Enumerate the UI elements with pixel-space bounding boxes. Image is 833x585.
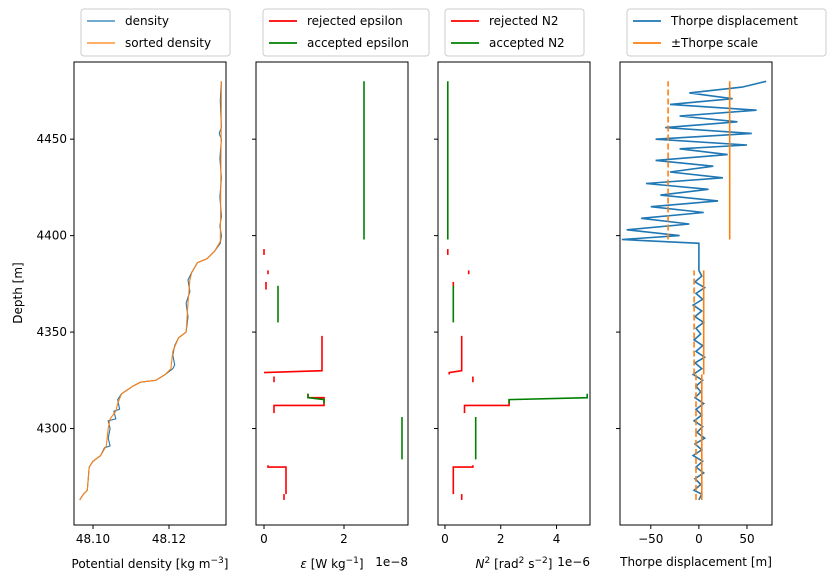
series-1-0-segment-2	[273, 393, 325, 414]
panel-0-yticks: 4300 4350 4400 4450	[36, 132, 74, 436]
panel-2-series	[446, 81, 589, 500]
series-2-0-segment-2	[463, 399, 510, 414]
legend-panel-1: rejected epsilon accepted epsilon	[262, 8, 430, 57]
ytick-label-0: 4300	[36, 422, 67, 436]
panel-3-xticks: −50 0 50	[638, 525, 755, 546]
legend-panel-0: density sorted density	[80, 8, 231, 57]
legend-label-thorpe-scale: ±Thorpe scale	[671, 36, 758, 50]
legend-label-accepted-n2: accepted N2	[489, 36, 565, 50]
xtick-label-0-0: 48.10	[76, 532, 110, 546]
panel-thorpe: −50 0 50 Thorpe displacement [m] Thorpe di…	[616, 8, 827, 569]
ylabel-depth: Depth [m]	[11, 262, 25, 323]
legend-panel-2: rejected N2 accepted N2	[444, 8, 585, 57]
legend-label-sorted-density: sorted density	[125, 36, 211, 50]
series-1-1-segment-1	[307, 393, 325, 404]
xtick-label-0-1: 48.12	[152, 532, 186, 546]
xtick-label-2-2: 4	[553, 532, 561, 546]
xtick-label-3-1: 0	[695, 532, 703, 546]
series-0-0-line	[79, 81, 222, 501]
series-0-1-line	[79, 81, 222, 501]
xlabel-epsilon: ε [W kg−1]	[300, 556, 363, 571]
panel-0-frame	[73, 61, 227, 526]
xtick-label-2-1: 2	[497, 532, 505, 546]
xtick-label-3-0: −50	[638, 532, 663, 546]
xlabel-density: Potential density [kg m−3]	[72, 556, 229, 571]
legend-label-accepted-epsilon: accepted epsilon	[307, 36, 409, 50]
legend-panel-3: Thorpe displacement ±Thorpe scale	[626, 8, 827, 57]
xlabel-thorpe: Thorpe displacement [m]	[619, 555, 772, 569]
panel-density: 48.10 48.12 4300 4350 4400 4450 Depth [m] Po…	[11, 8, 231, 571]
xlabel-n2: N2 [rad2 s−2]	[476, 556, 553, 571]
panel-3-frame	[619, 61, 773, 526]
series-2-1-segment-1	[508, 393, 589, 404]
series-3-0-line	[621, 80, 767, 501]
x-offset-epsilon: 1e−8	[375, 555, 408, 569]
xtick-label-2-0: 0	[441, 532, 449, 546]
xtick-label-1-1: 2	[340, 532, 348, 546]
x-offset-n2: 1e−6	[557, 555, 590, 569]
legend-label-thorpe-displacement: Thorpe displacement	[670, 14, 798, 28]
ytick-label-3: 4450	[36, 132, 67, 146]
panel-2-yticks	[434, 138, 438, 430]
panel-1-yticks	[252, 138, 256, 430]
panel-2-xticks: 0 2 4	[441, 525, 560, 546]
series-1-0-segment-1	[267, 465, 287, 495]
legend-label-rejected-epsilon: rejected epsilon	[307, 14, 403, 28]
panel-3-yticks	[616, 138, 620, 430]
ytick-label-2: 4400	[36, 229, 67, 243]
series-2-0-segment-4	[448, 335, 463, 375]
series-1-0-segment-4	[263, 335, 323, 374]
legend-label-rejected-n2: rejected N2	[489, 14, 559, 28]
legend-label-density: density	[125, 14, 169, 28]
panel-n2: 0 2 4 N2 [rad2 s−2] 1e−6 rejected N2 accep…	[434, 8, 591, 571]
panel-3-series	[621, 80, 767, 501]
panel-0-xticks: 48.10 48.12	[76, 525, 186, 546]
xtick-label-3-2: 50	[739, 532, 754, 546]
panel-1-frame	[255, 61, 409, 526]
ytick-label-1: 4350	[36, 325, 67, 339]
series-2-0-segment-1	[452, 465, 474, 495]
xtick-label-1-0: 0	[260, 532, 268, 546]
panel-1-series	[263, 81, 403, 500]
panel-2-frame	[437, 61, 591, 526]
panel-0-series	[79, 81, 222, 501]
